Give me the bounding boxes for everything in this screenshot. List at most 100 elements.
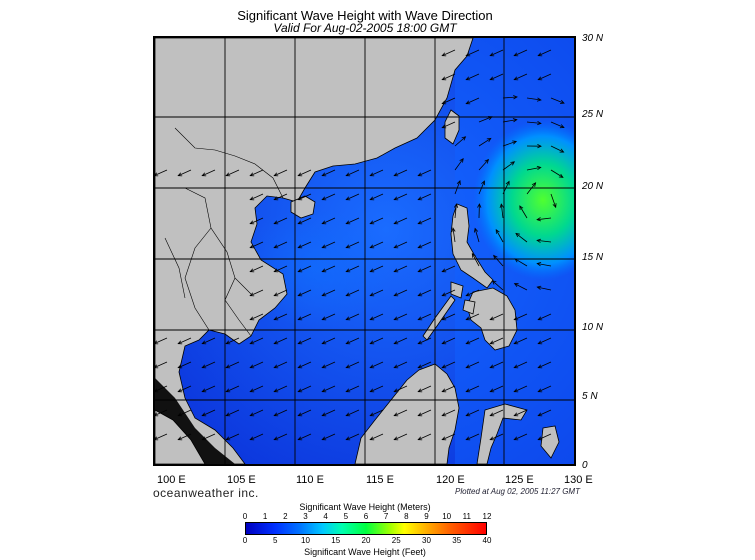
wave-arrow-head [201,388,207,393]
wave-arrow-head [489,388,495,393]
wave-arrow [322,169,336,177]
wave-arrow [550,169,564,178]
wave-arrow [514,361,528,369]
wave-arrow-head [345,172,351,177]
wave-arrow [394,313,408,321]
wave-arrow [537,263,552,267]
wave-arrow-head [474,227,479,233]
wave-arrow [418,265,432,273]
lon-label: 105 E [227,474,256,486]
wave-arrow [514,49,528,57]
wave-arrow-head [441,292,447,297]
wave-arrow [490,409,504,417]
wave-arrow-head [273,196,279,201]
wave-arrow [418,337,432,345]
wave-arrow [226,385,240,393]
wave-arrow [537,240,552,243]
storm-swell [473,120,574,280]
wave-arrow-head [417,316,423,321]
wave-arrow-head [519,205,524,211]
wave-arrow [250,385,264,393]
wave-arrow [226,409,240,417]
wave-map[interactable] [153,36,576,466]
wave-arrow [454,136,466,147]
wave-arrow [274,265,288,273]
lat-label: 25 N [582,109,604,120]
wave-arrow-head [393,412,399,417]
wave-arrow [418,361,432,369]
wave-arrow-head [465,436,471,441]
wave-arrow [442,409,456,417]
wave-arrow-head [155,172,159,177]
colorbar-tick: 15 [331,536,341,545]
wave-arrow [226,169,240,177]
wave-arrow [454,158,464,171]
wave-arrow [526,182,536,195]
wave-arrow [526,121,541,124]
wave-arrow-head [249,244,255,249]
lat-label: 10 N [582,322,604,333]
wave-arrow [394,289,408,297]
wave-arrow [346,337,360,345]
wave-arrow [418,241,432,249]
wave-arrow [298,361,312,369]
wave-arrow-head [417,172,423,177]
wave-arrow [394,385,408,393]
wave-arrow [370,217,384,225]
wave-arrow [346,217,360,225]
colorbar-tick: 12 [482,512,492,521]
wave-arrow-head [441,412,447,417]
wave-arrow-head [249,340,255,345]
wave-arrow-head [393,172,399,177]
wave-arrow [550,145,564,153]
wave-arrow-head [461,136,467,141]
wave-arrow [298,193,312,201]
wave-arrow [502,161,515,171]
wave-arrow [298,337,312,345]
colorbar-meters-title: Significant Wave Height (Meters) [299,502,431,512]
wave-arrow-head [465,52,471,57]
wave-arrow-head [297,340,303,345]
wave-arrow-head [297,364,303,369]
wave-arrow [466,97,480,105]
wave-arrow [346,409,360,417]
wave-arrow-head [487,116,493,120]
wave-arrow [346,289,360,297]
wave-arrow [538,337,552,345]
wave-arrow [478,138,492,147]
wave-arrow [490,73,504,81]
wave-arrow-head [559,148,565,153]
colorbar-tick: 3 [303,512,308,521]
wave-arrow-head [177,364,183,369]
wave-arrow [370,289,384,297]
wave-arrow-head [513,52,519,57]
wave-arrow [514,73,528,81]
wave-direction-arrows [155,49,565,441]
wave-arrow [490,433,504,441]
wave-arrow [346,169,360,177]
wave-arrow-head [369,364,375,369]
wave-arrow-head [393,196,399,201]
wave-arrow-head [417,340,423,345]
wave-arrow [274,193,288,201]
wave-arrow-head [417,388,423,393]
wave-arrow [298,169,312,177]
wave-arrow-head [321,268,327,273]
wave-arrow-head [441,268,447,273]
valid-time: Valid For Aug-02-2005 18:00 GMT [273,21,457,35]
colorbar [245,522,487,535]
wave-arrow [322,361,336,369]
wave-arrow-head [345,388,351,393]
wave-arrow-head [441,316,447,321]
wave-arrow-head [537,340,543,345]
wave-arrow [394,193,408,201]
wave-arrow-head [249,196,255,201]
wave-arrow [250,169,264,177]
wave-arrow-head [417,364,423,369]
taiwan-island [444,109,460,145]
wave-arrow [155,361,168,368]
wave-arrow-head [273,364,279,369]
wave-arrow-head [177,436,183,441]
wave-arrow [346,385,360,393]
wave-arrow-head [369,220,375,225]
